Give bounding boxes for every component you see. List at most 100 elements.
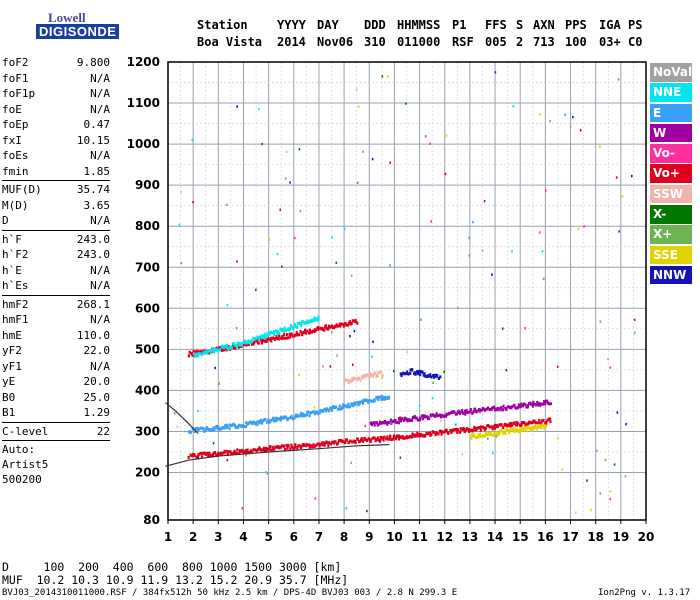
echo-point (484, 408, 487, 412)
divider (2, 180, 110, 181)
echo-point (310, 318, 314, 322)
echo-point (436, 414, 440, 418)
echo-point (530, 426, 533, 430)
echo-point (308, 445, 311, 449)
echo-point (260, 339, 263, 343)
param-key: yE (2, 375, 16, 388)
noise-point (371, 157, 374, 161)
param-key: h`Es (2, 279, 29, 292)
param-value: 10.15 (76, 133, 110, 147)
param-key: h`F2 (2, 248, 29, 261)
echo-point (204, 452, 207, 456)
echo-point (268, 447, 271, 451)
echo-point (294, 323, 297, 327)
echo-point (524, 423, 527, 427)
echo-point (407, 372, 410, 376)
echo-point (298, 444, 301, 448)
param-key: D (2, 214, 9, 227)
echo-point (256, 448, 260, 452)
echo-point (533, 419, 536, 423)
echo-point (232, 422, 235, 426)
echo-point (225, 344, 228, 348)
noise-point (289, 181, 291, 184)
echo-point (198, 427, 201, 431)
echo-point (276, 445, 280, 449)
param-row-yf2: yF2 22.0 (2, 343, 110, 359)
echo-point (373, 423, 376, 427)
echo-point (449, 428, 453, 432)
echo-point (400, 436, 403, 440)
echo-point (216, 454, 219, 458)
echo-point (271, 331, 275, 335)
echo-point (346, 378, 349, 382)
echo-point (294, 325, 297, 329)
echo-point (334, 405, 338, 409)
echo-point (379, 395, 382, 399)
echo-point (369, 438, 372, 442)
echo-point (531, 404, 535, 408)
echo-point (274, 445, 277, 449)
echo-point (283, 416, 286, 420)
echo-point (454, 427, 457, 431)
x-tick-label: 14 (487, 530, 504, 544)
x-tick-label: 11 (411, 530, 428, 544)
noise-point (586, 479, 588, 482)
noise-point (406, 350, 409, 354)
param-row-b1: B1 1.29 (2, 405, 110, 421)
header-label-doy: DDD (364, 18, 386, 32)
echo-point (541, 419, 544, 423)
param-value: 1.29 (83, 406, 111, 419)
echo-point (290, 443, 293, 447)
echo-point (404, 436, 407, 440)
echo-point (272, 416, 275, 420)
header-label-p1: P1 (452, 18, 467, 32)
param-row-foep: foEp 0.47 (2, 117, 110, 133)
echo-point (439, 415, 442, 419)
echo-point (445, 428, 448, 432)
echo-point (196, 349, 199, 353)
noise-point (542, 277, 545, 281)
echo-point (295, 325, 299, 329)
echo-point (365, 438, 369, 442)
noise-point (351, 363, 354, 366)
echo-point (372, 372, 376, 376)
echo-point (297, 333, 300, 337)
noise-point (609, 497, 612, 501)
echo-point (262, 418, 266, 422)
echo-point (377, 370, 380, 374)
echo-point (310, 411, 313, 415)
echo-point (504, 431, 507, 435)
polarization-legend: NoVal NNE E W Vo- Vo+ SSW X- X+ SSE NNW (650, 63, 692, 286)
param-key: fxI (2, 133, 22, 147)
echo-point (513, 403, 516, 407)
param-value: N/A (90, 102, 110, 116)
echo-point (383, 420, 387, 424)
echo-point (263, 339, 266, 343)
echo-point (289, 327, 292, 331)
echo-point (350, 322, 353, 326)
echo-point (376, 374, 379, 378)
echo-point (270, 448, 273, 452)
echo-point (381, 436, 385, 440)
noise-point (609, 366, 612, 369)
echo-point (197, 354, 200, 358)
header-value-pps: 100 (565, 35, 587, 49)
echo-point (198, 452, 201, 456)
echo-point (187, 455, 190, 459)
header-value-p1: RSF (452, 35, 474, 49)
divider (2, 421, 110, 423)
divider (2, 294, 110, 296)
echo-point (317, 317, 320, 321)
echo-point (358, 402, 361, 406)
echo-point (385, 437, 389, 441)
echo-point (280, 444, 284, 448)
x-tick-label: 16 (537, 530, 554, 544)
echo-point (257, 341, 260, 345)
echo-point (415, 416, 418, 420)
echo-point (339, 324, 342, 328)
echo-point (544, 402, 547, 406)
echo-point (282, 333, 286, 337)
echo-point (491, 427, 494, 431)
x-tick-label: 1 (164, 530, 172, 544)
echo-point (517, 428, 520, 432)
